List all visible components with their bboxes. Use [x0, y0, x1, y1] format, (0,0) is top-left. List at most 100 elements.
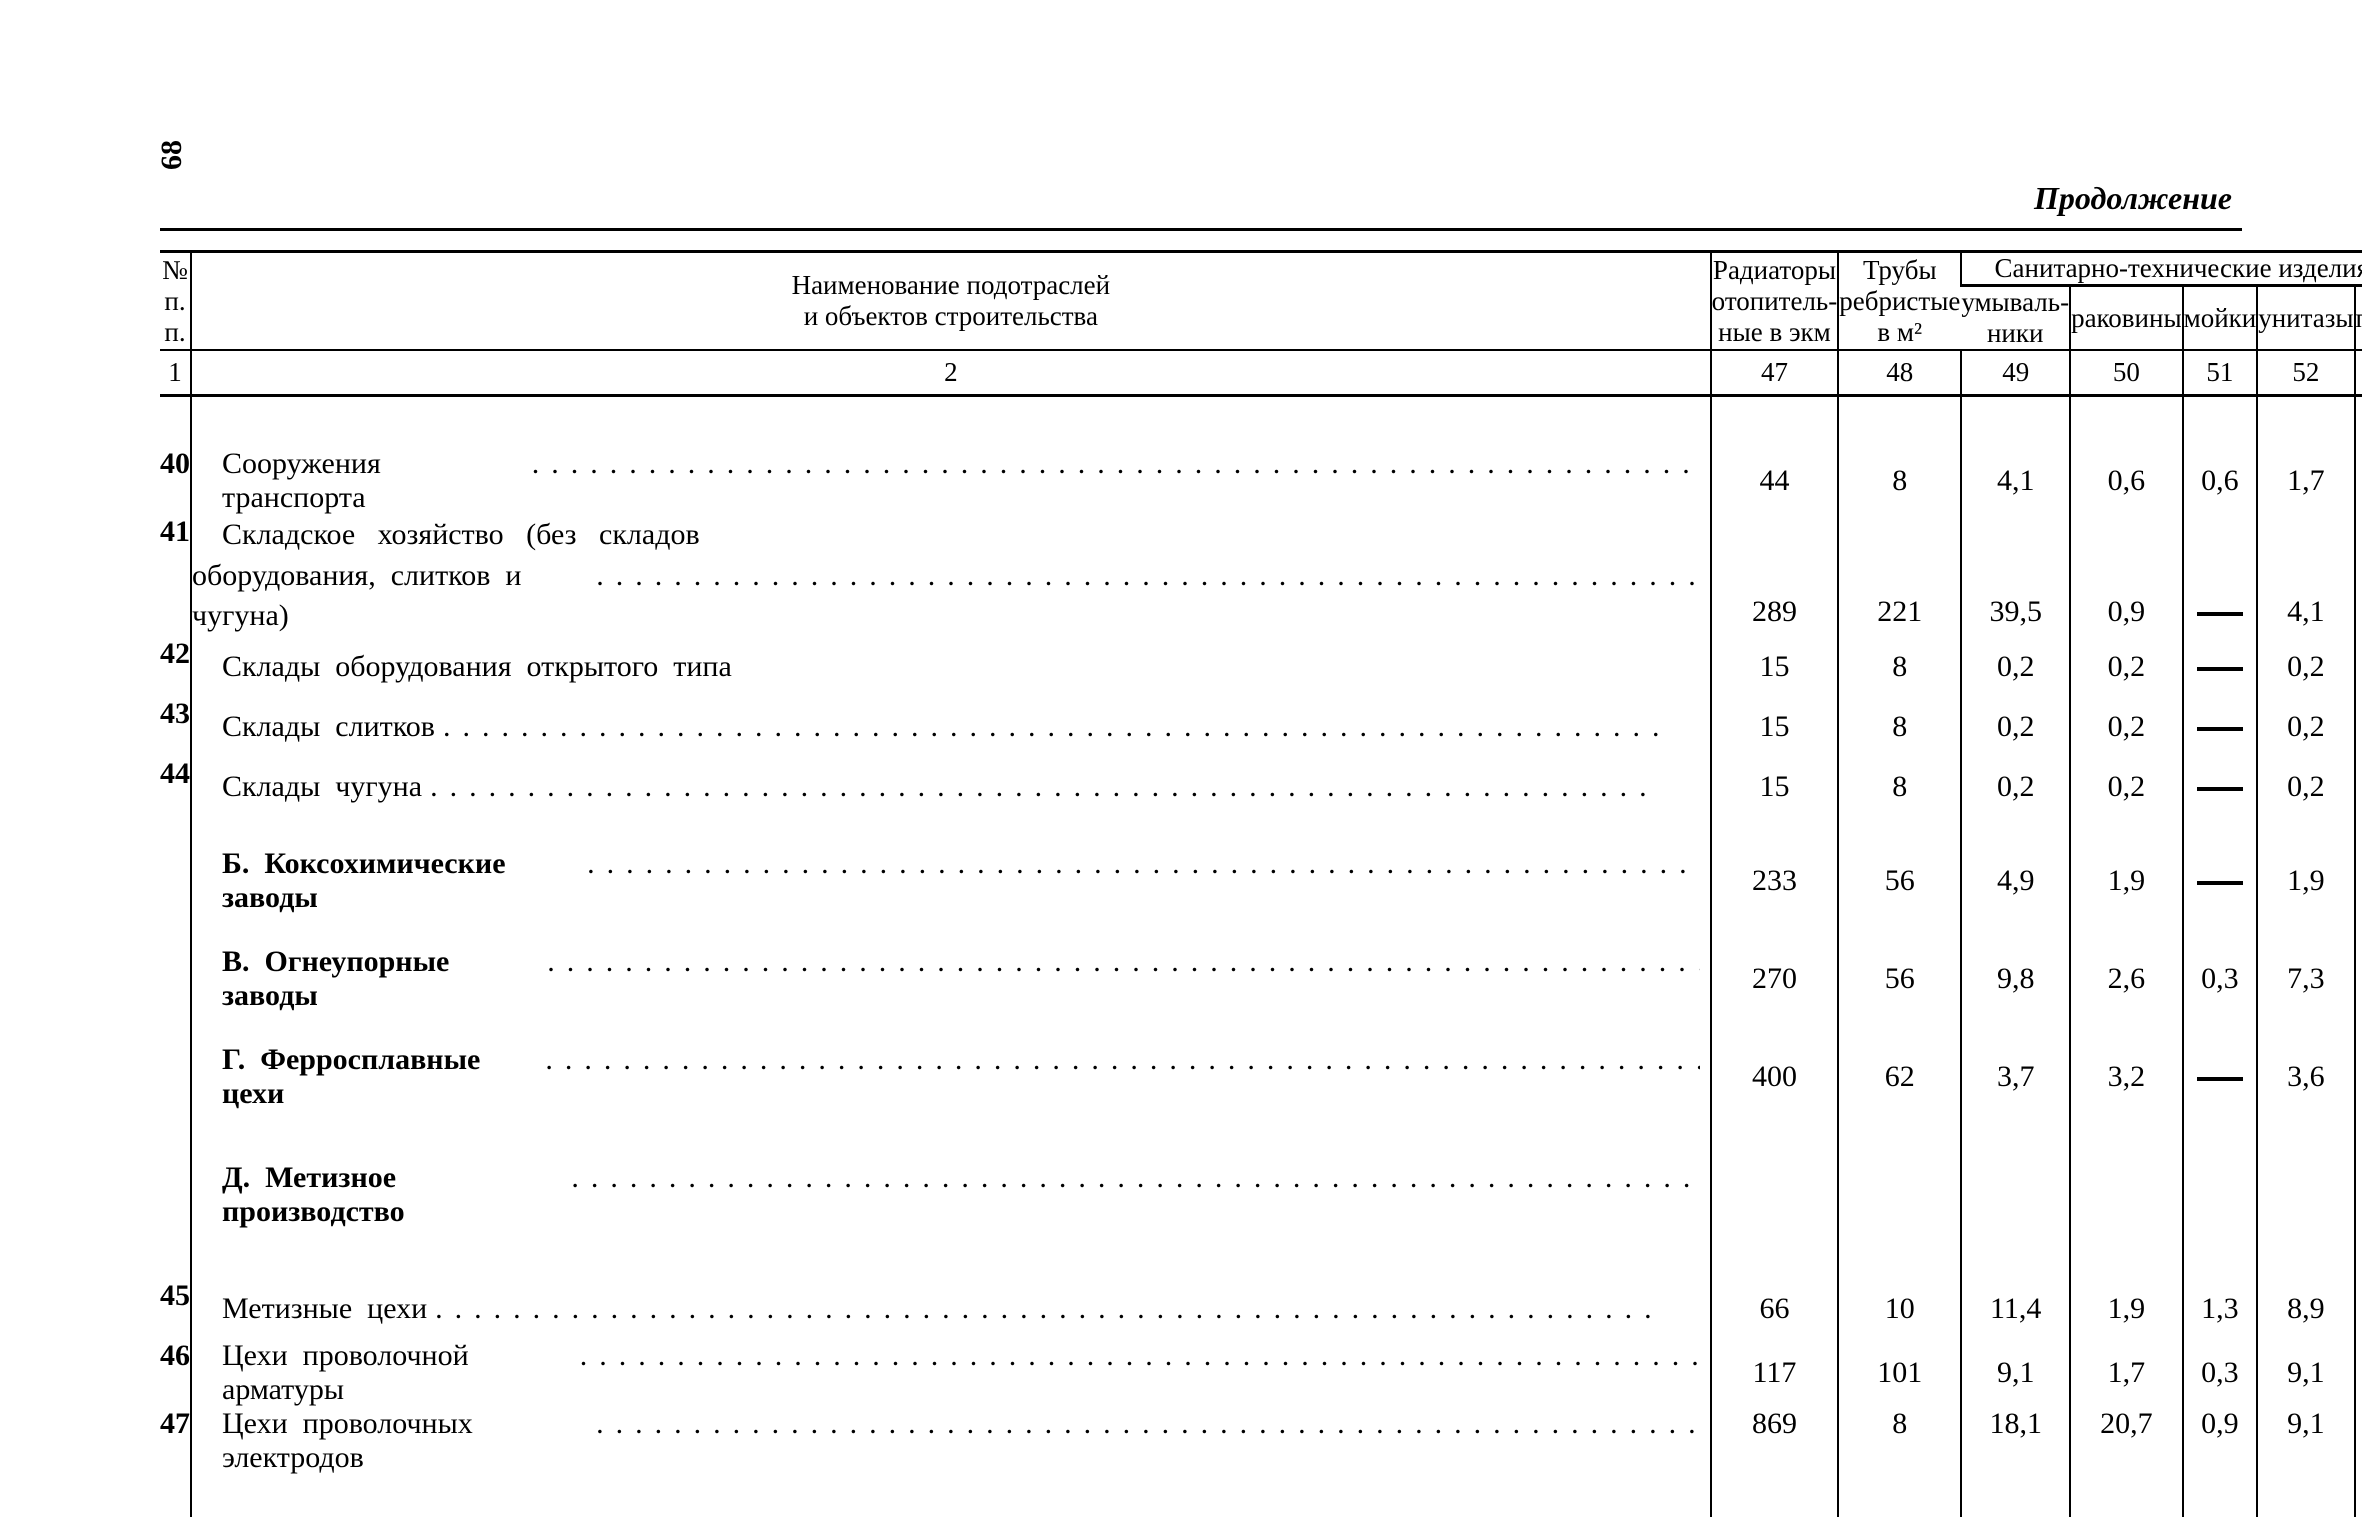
- row-name: Д. Метизное производство: [191, 1161, 1711, 1229]
- table-row: 43 Склады слитков 15 8 0,2 0,2 0,2: [160, 697, 2362, 757]
- cell: 9,1: [1961, 1339, 2070, 1407]
- cell: 0,2: [2257, 637, 2354, 697]
- table-row-spacer: [160, 915, 2362, 945]
- leader-dots: [596, 1407, 1700, 1441]
- cell: [1711, 1161, 1839, 1229]
- cell: 0,2: [2257, 757, 2354, 817]
- cell: 0,6: [2183, 447, 2258, 515]
- dash-icon: [2197, 667, 2243, 671]
- row-name-text: Г. Ферросплавные цехи: [222, 1043, 545, 1111]
- dash-icon: [2197, 727, 2243, 731]
- row-index: [160, 1043, 191, 1111]
- cell: 7,3: [2257, 945, 2354, 1013]
- colnum-8: 52: [2257, 350, 2354, 396]
- cell: 8: [1838, 637, 1961, 697]
- cell: 1,7: [2070, 1339, 2183, 1407]
- cell: 0,2: [1961, 757, 2070, 817]
- cell: 3,2: [2070, 1043, 2183, 1111]
- cell: 15: [1711, 637, 1839, 697]
- cell: 0,2: [2257, 697, 2354, 757]
- cell: 289: [1711, 515, 1839, 637]
- cell: 8: [1838, 447, 1961, 515]
- th-toilets: унитазы: [2257, 286, 2354, 351]
- row-name-text: Склады чугуна: [222, 770, 430, 804]
- cell: 2,6: [2070, 945, 2183, 1013]
- cell: [2355, 1161, 2362, 1229]
- table-row: Д. Метизное производство: [160, 1161, 2362, 1229]
- cell: 0,2: [2070, 637, 2183, 697]
- table-row: Г. Ферросплавные цехи 400 62 3,7 3,2 3,6…: [160, 1043, 2362, 1111]
- row-name-text: Цехи проволочной арматуры: [222, 1339, 580, 1407]
- cell: 4,4: [2355, 1279, 2362, 1339]
- leader-dots: [443, 710, 1700, 744]
- colnum-4: 48: [1838, 350, 1961, 396]
- th-radiators: Радиаторы отопитель- ные в экм: [1711, 252, 1839, 351]
- row-name-text: Метизные цехи: [222, 1292, 435, 1326]
- top-rule: [160, 228, 2242, 231]
- table-head: № п. п. Наименование подотраслей и объек…: [160, 252, 2362, 396]
- leader-dots: [430, 770, 1700, 804]
- cell: 0,2: [2070, 697, 2183, 757]
- row-name-text: Цехи проволочных электродов: [222, 1407, 596, 1475]
- cell: 0,2: [1961, 697, 2070, 757]
- table-row: Б. Коксохимические заводы 233 56 4,9 1,9…: [160, 847, 2362, 915]
- row-index: 47: [160, 1407, 191, 1517]
- row-name: Сооружения транспорта: [191, 447, 1711, 515]
- cell: [2183, 697, 2258, 757]
- continuation-label: Продолжение: [2034, 180, 2232, 217]
- dash-icon: [2197, 787, 2243, 791]
- cell: [2183, 757, 2258, 817]
- page-number: 68: [155, 140, 189, 170]
- cell: [2183, 515, 2258, 637]
- th-sanitary-group: Санитарно-технические изделия в шт.: [1961, 252, 2362, 286]
- cell: 0,9: [2070, 515, 2183, 637]
- row-name-text: Складское хозяйство (без складов: [222, 515, 700, 556]
- cell: [2183, 847, 2258, 915]
- row-name-text-2: оборудования, слитков и чугуна): [192, 556, 596, 637]
- cell: 221: [1838, 515, 1961, 637]
- row-name: Б. Коксохимические заводы: [191, 847, 1711, 915]
- table-row: 45 Метизные цехи 66 10 11,4 1,9 1,3 8,9 …: [160, 1279, 2362, 1339]
- row-name-text: В. Огнеупорные заводы: [222, 945, 547, 1013]
- th-pipes: Трубы ребристые в м²: [1838, 252, 1961, 351]
- row-index: [160, 847, 191, 915]
- row-name: Склады чугуна: [191, 757, 1711, 817]
- cell: 0,8: [2355, 515, 2362, 637]
- leader-dots: [435, 1292, 1700, 1326]
- colnum-5: 49: [1961, 350, 2070, 396]
- row-index: [160, 1161, 191, 1229]
- row-name-text: Склады слитков: [222, 710, 443, 744]
- row-name: Складское хозяйство (без складов оборудо…: [191, 515, 1711, 637]
- colnum-3: 47: [1711, 350, 1839, 396]
- table-row: 44 Склады чугуна 15 8 0,2 0,2 0,2: [160, 757, 2362, 817]
- cell: 8: [1838, 697, 1961, 757]
- cell: [2183, 1043, 2258, 1111]
- row-name-text: Б. Коксохимические заводы: [222, 847, 587, 915]
- cell: 15: [1711, 697, 1839, 757]
- row-name: Г. Ферросплавные цехи: [191, 1043, 1711, 1111]
- cell: [2183, 637, 2258, 697]
- th-urinals: писсуары: [2355, 286, 2362, 351]
- row-index: 46: [160, 1339, 191, 1407]
- cell: 8: [1838, 757, 1961, 817]
- th-sinks: умываль- ники: [1961, 286, 2070, 351]
- th-radiators-text: Радиаторы отопитель- ные в экм: [1712, 255, 1838, 347]
- cell: 56: [1838, 945, 1961, 1013]
- page: 68 Продолжение № п. п. Наименование подо…: [0, 0, 2362, 1535]
- cell: 9,1: [2257, 1339, 2354, 1407]
- cell: [2355, 757, 2362, 817]
- cell: 117: [1711, 1339, 1839, 1407]
- row-index: [160, 945, 191, 1013]
- cell: 1,9: [2070, 1279, 2183, 1339]
- cell: 1,3: [2183, 1279, 2258, 1339]
- row-name: Метизные цехи: [191, 1279, 1711, 1339]
- leader-dots: [587, 847, 1700, 881]
- cell: 4,9: [1961, 847, 2070, 915]
- cell: 0,3: [2183, 945, 2258, 1013]
- th-name: Наименование подотраслей и объектов стро…: [191, 252, 1711, 351]
- row-index: 45: [160, 1279, 191, 1339]
- row-index: 44: [160, 757, 191, 817]
- row-name: Склады слитков: [191, 697, 1711, 757]
- table-row-spacer: [160, 1111, 2362, 1161]
- row-index: 41: [160, 515, 191, 637]
